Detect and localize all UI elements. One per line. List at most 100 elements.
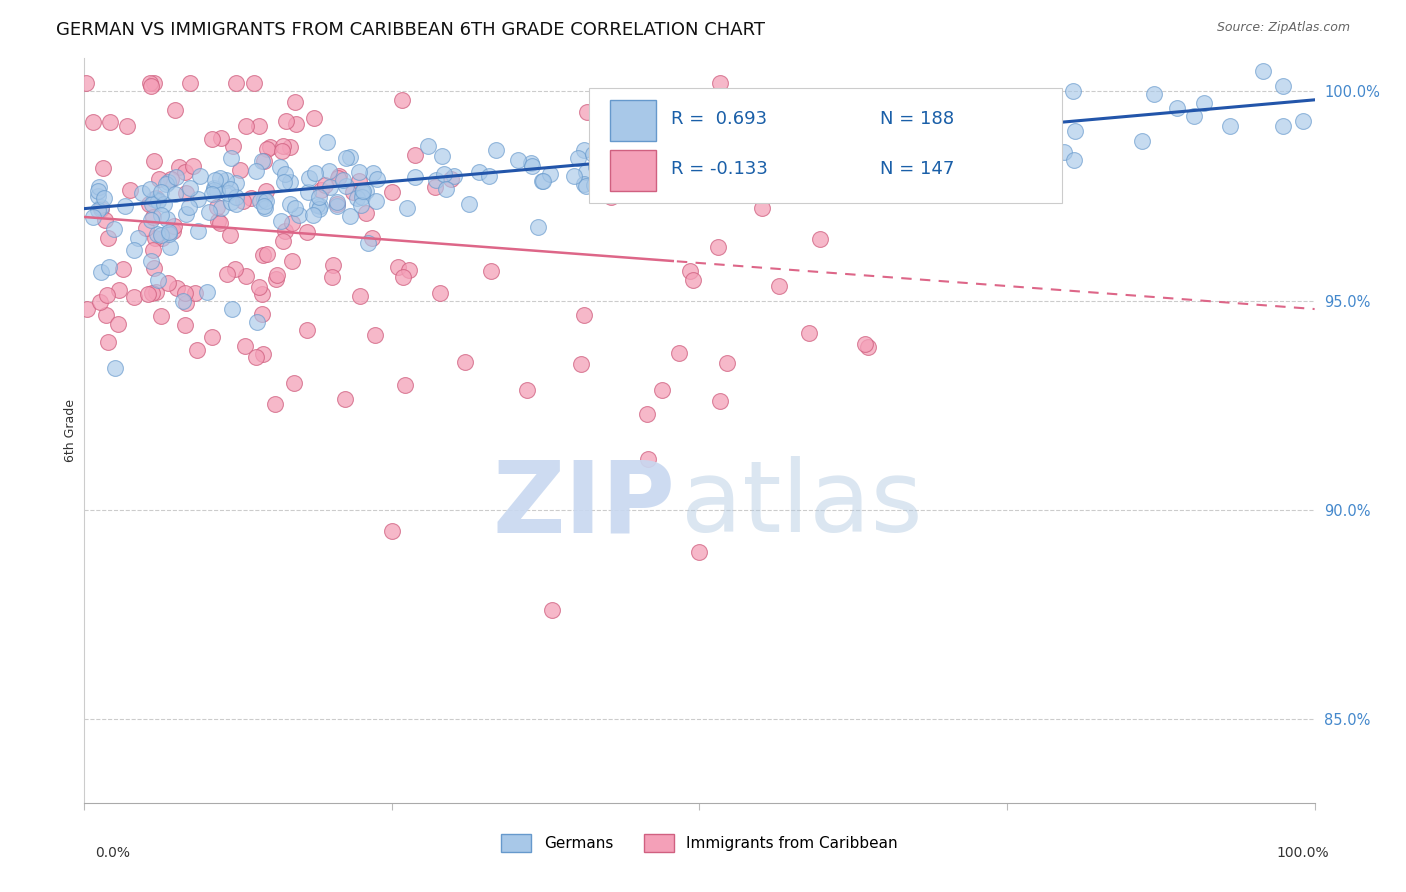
Point [332, 173, 354, 187]
Point [269, 160, 291, 174]
Point [204, 173, 226, 187]
Point [319, 180, 342, 194]
Text: N = 147: N = 147 [880, 160, 955, 178]
Point [666, 165, 689, 179]
Point [297, 170, 319, 185]
Point [139, 181, 162, 195]
Point [572, 177, 595, 191]
Point [361, 231, 384, 245]
Point [174, 285, 197, 300]
Point [254, 194, 277, 209]
Point [285, 117, 308, 131]
Point [197, 285, 219, 300]
Point [434, 181, 457, 195]
Point [97, 231, 120, 245]
Point [145, 230, 167, 244]
Point [305, 198, 328, 212]
Point [139, 76, 162, 90]
Point [139, 253, 162, 268]
Point [187, 192, 209, 206]
Point [704, 123, 727, 137]
Point [233, 339, 256, 353]
Point [731, 159, 754, 173]
Point [174, 186, 197, 201]
Point [271, 139, 294, 153]
Point [90, 201, 112, 215]
Point [225, 76, 247, 90]
Point [797, 127, 820, 141]
Point [1130, 135, 1153, 149]
Point [202, 183, 225, 197]
Point [678, 167, 700, 181]
Point [139, 78, 162, 93]
Y-axis label: 6th Grade: 6th Grade [65, 399, 77, 462]
Point [685, 153, 707, 167]
Point [562, 169, 585, 183]
Point [538, 167, 561, 181]
Point [352, 185, 374, 199]
Point [432, 149, 454, 163]
Point [440, 172, 463, 186]
Point [716, 356, 738, 370]
Point [205, 184, 228, 198]
Point [278, 175, 301, 189]
Point [768, 278, 790, 293]
Point [280, 197, 302, 211]
Point [201, 132, 224, 146]
Point [1021, 125, 1043, 139]
Point [516, 383, 538, 397]
Point [104, 360, 127, 375]
Point [575, 178, 598, 193]
Point [98, 260, 120, 275]
Point [142, 244, 165, 258]
Point [152, 197, 174, 211]
Point [716, 155, 738, 169]
Point [288, 208, 311, 222]
Point [458, 196, 481, 211]
Point [131, 186, 153, 201]
Point [120, 184, 142, 198]
Point [146, 193, 169, 207]
Point [219, 182, 242, 196]
Point [651, 383, 673, 397]
Point [278, 139, 301, 153]
Point [326, 199, 349, 213]
Point [443, 169, 465, 183]
Point [637, 452, 659, 467]
Point [114, 199, 136, 213]
Point [801, 134, 824, 148]
Point [585, 160, 607, 174]
Point [651, 111, 673, 125]
Point [356, 206, 378, 220]
Point [150, 185, 173, 199]
Point [692, 136, 714, 151]
Point [636, 407, 658, 421]
Point [478, 169, 501, 183]
Point [347, 174, 370, 188]
Point [259, 139, 281, 153]
Point [221, 301, 243, 316]
Point [423, 180, 446, 194]
Point [111, 261, 134, 276]
Point [600, 189, 623, 203]
Point [364, 194, 387, 208]
Point [963, 161, 986, 176]
Point [242, 76, 264, 90]
Point [813, 163, 835, 178]
Point [744, 149, 766, 163]
Point [387, 260, 409, 275]
Point [955, 161, 977, 175]
Point [520, 155, 543, 169]
Point [702, 130, 724, 145]
Point [730, 161, 752, 175]
Point [250, 153, 273, 168]
Point [326, 196, 349, 211]
Point [342, 186, 364, 200]
Point [856, 341, 879, 355]
Point [679, 263, 702, 277]
Point [82, 210, 104, 224]
Point [709, 76, 731, 90]
Point [274, 167, 297, 181]
Point [723, 184, 745, 198]
Point [146, 194, 169, 209]
